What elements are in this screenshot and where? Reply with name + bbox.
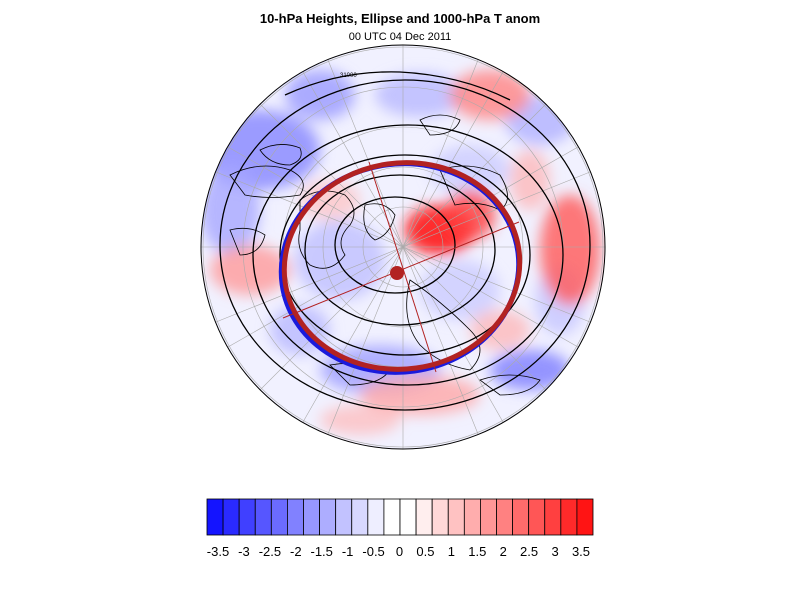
graticule [201,45,605,449]
colorbar-box [254,498,272,536]
colorbar-box [399,498,417,536]
colorbar-tick-label: 1 [448,544,455,559]
map-subtitle: 00 UTC 04 Dec 2011 [348,31,452,43]
colorbar-tick-label: 3.5 [572,544,590,559]
colorbar-tick-label: -1.5 [310,544,332,559]
colorbar-box [319,498,337,536]
ellipse-minor-axis [368,161,437,373]
globe-outline [200,44,606,450]
colorbar-box [270,498,288,536]
colorbar-tick-label: -0.5 [362,544,384,559]
ellipse-centroid [390,266,404,280]
height-contours [219,71,591,411]
colorbar-tick-label: -3.5 [207,544,229,559]
colorbar-box [463,498,481,536]
map-title: 10-hPa Heights, Ellipse and 1000-hPa T a… [259,11,541,26]
colorbar-tick-label: -3 [238,544,250,559]
colorbar-box [480,498,497,536]
colorbar-tick-label: -2.5 [259,544,281,559]
colorbar-box [367,498,385,536]
colorbar-box [447,498,465,536]
polar-map: 31000 [200,44,606,450]
colorbar-tick-label: -2 [290,544,302,559]
colorbar-tick-label: 3 [551,544,558,559]
colorbar-tick-label: 0.5 [416,544,434,559]
colorbar-box [512,498,530,536]
colorbar-box [383,498,401,536]
colorbar-box [415,498,433,536]
colorbar-tick-label: 2 [500,544,507,559]
colorbar-box [544,498,562,536]
colorbar-box [576,498,594,536]
colorbar-box [222,498,240,536]
colorbar-box [238,498,256,536]
colorbar-tick-label: 1.5 [468,544,486,559]
colorbar-box [206,498,224,536]
colorbar-box [528,498,546,536]
colorbar-tick-label: 0 [396,544,403,559]
colorbar-box [560,498,578,536]
colorbar-box [335,498,353,536]
colorbar-tick-label: 2.5 [520,544,538,559]
colorbar-box [431,498,449,536]
contour-label: 31000 [340,73,357,79]
colorbar-box [287,498,304,536]
colorbar-box [351,498,369,536]
colorbar-box [496,498,513,536]
colorbar-tick-label: -1 [342,544,354,559]
colorbar-box [303,498,320,536]
vortex-ellipse [281,160,523,372]
